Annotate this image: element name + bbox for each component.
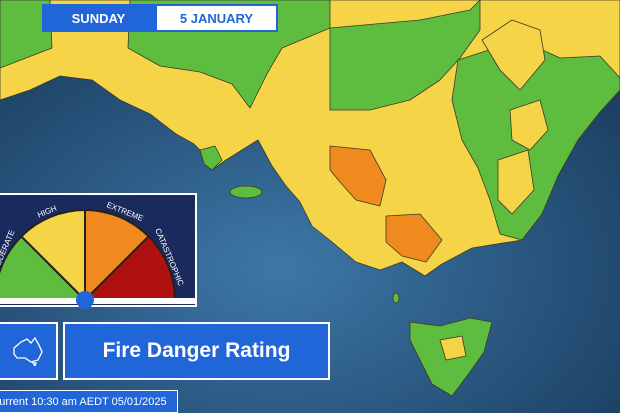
region (385, 213, 443, 263)
region (497, 149, 535, 215)
region (199, 145, 223, 171)
island (392, 292, 400, 304)
region (509, 99, 549, 151)
land (0, 0, 620, 397)
gauge: MODERATE HIGH EXTREME CATASTROPHIC (0, 193, 197, 309)
region (439, 335, 467, 361)
region (481, 19, 546, 91)
island (229, 185, 263, 199)
day-label: SUNDAY (42, 4, 155, 32)
gauge-segment (84, 208, 151, 303)
date-label: 5 JANUARY (155, 4, 278, 32)
region (329, 145, 387, 207)
region (0, 0, 53, 69)
icon (13, 336, 43, 366)
gauge-base (0, 298, 196, 304)
legend-title: Fire Danger Rating (63, 322, 330, 380)
timestamp: Current 10:30 am AEDT 05/01/2025 (0, 390, 178, 413)
australia-icon (0, 322, 58, 380)
gauge-segment (0, 234, 88, 301)
region (329, 0, 481, 111)
gauge-pointer (76, 291, 94, 309)
gauge-segment (19, 208, 86, 303)
